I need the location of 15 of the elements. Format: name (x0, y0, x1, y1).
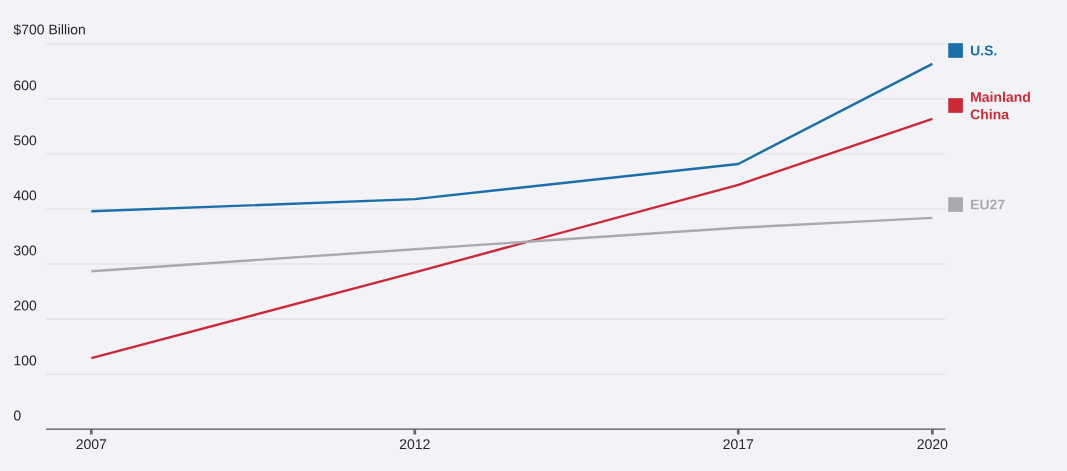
legend-label: Mainland China (970, 91, 1030, 120)
y-tick-label: 200 (14, 300, 37, 311)
y-tick-label: $700 Billion (13, 23, 85, 36)
y-tick-label: 100 (14, 355, 37, 366)
y-tick-label: 300 (13, 245, 37, 256)
x-tick-label: 2020 (917, 439, 948, 450)
x-tick-label: 2012 (399, 439, 430, 450)
y-tick-label: 500 (13, 135, 37, 146)
y-tick-label: 600 (14, 80, 37, 91)
x-tick-label: 2007 (76, 439, 107, 450)
y-tick-label: 400 (13, 190, 37, 201)
y-tick-label: 0 (13, 410, 21, 421)
x-tick-label: 2017 (723, 439, 754, 450)
legend-label: U.S. (970, 45, 997, 56)
legend-label: EU27 (971, 199, 1005, 210)
